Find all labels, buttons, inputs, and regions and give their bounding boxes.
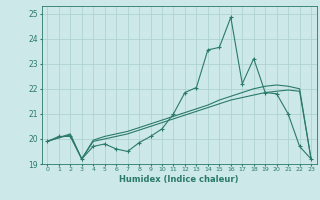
- X-axis label: Humidex (Indice chaleur): Humidex (Indice chaleur): [119, 175, 239, 184]
